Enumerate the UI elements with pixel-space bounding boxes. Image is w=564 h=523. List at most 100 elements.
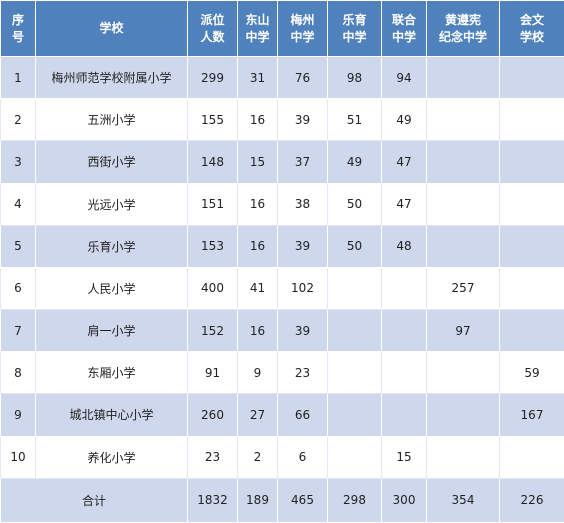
table-row: 3 西街小学 148 15 37 49 47 [0,140,564,184]
count-cell: 76 [277,55,328,100]
header-index: 序号 [0,0,36,57]
header-allocation-count-line: 人数 [200,29,225,44]
count-cell [327,266,382,311]
count-cell: 23 [187,435,238,479]
header-dongshan-middle-line: 东山 [245,12,270,27]
count-cell: 31 [237,55,278,100]
count-cell: 98 [327,55,382,100]
school-name-cell: 西街小学 [35,140,188,184]
count-cell [327,435,382,479]
school-name-cell: 东厢小学 [35,351,188,395]
count-cell [499,98,564,142]
school-name-cell: 养化小学 [35,435,188,479]
count-cell [327,351,382,395]
total-count-cell: 465 [277,477,328,523]
count-cell: 152 [187,309,238,353]
count-cell [499,309,564,353]
total-count-cell: 298 [327,477,382,523]
count-cell [426,98,500,142]
header-meizhou-middle-line: 中学 [290,29,315,44]
total-count-cell: 354 [426,477,500,523]
count-cell: 23 [277,351,328,395]
count-cell [426,435,500,479]
count-cell: 260 [187,393,238,437]
header-dongshan-middle-line: 中学 [245,29,270,44]
count-cell: 59 [499,351,564,395]
count-cell: 16 [237,98,278,142]
count-cell: 39 [277,224,328,268]
table-row: 2 五洲小学 155 16 39 51 49 [0,98,564,142]
header-allocation-count: 派位 人数 [187,0,238,57]
count-cell [426,351,500,395]
count-cell: 299 [187,55,238,100]
count-cell: 38 [277,182,328,226]
count-cell: 51 [327,98,382,142]
header-leyu-middle-line: 中学 [342,29,367,44]
count-cell [499,182,564,226]
count-cell: 2 [237,435,278,479]
count-cell: 16 [237,224,278,268]
row-index-cell: 5 [0,224,36,268]
row-index-cell: 8 [0,351,36,395]
table-row: 7 肩一小学 152 16 39 97 [0,309,564,353]
header-school-line: 学校 [99,21,124,35]
count-cell: 153 [187,224,238,268]
count-cell: 148 [187,140,238,184]
header-school: 学校 [35,0,188,57]
count-cell [327,309,382,353]
total-count-cell: 300 [381,477,427,523]
count-cell [381,309,427,353]
table-row: 9 城北镇中心小学 260 27 66 167 [0,393,564,437]
header-huangzunxian-middle-line: 黄遵宪 [444,12,481,27]
header-huiwen-school-line: 学校 [519,29,544,44]
header-lianhe-middle-line: 联合 [391,12,416,27]
header-meizhou-middle: 梅州 中学 [277,0,328,57]
school-name-cell: 梅州师范学校附属小学 [35,55,188,100]
count-cell: 47 [381,140,427,184]
header-meizhou-middle-line: 梅州 [290,12,315,27]
count-cell [426,182,500,226]
school-name-cell: 城北镇中心小学 [35,393,188,437]
count-cell: 151 [187,182,238,226]
row-index-cell: 9 [0,393,36,437]
table-body: 1 梅州师范学校附属小学 299 31 76 98 94 2 五洲小学 155 16 39 51 49 3 西… [0,55,564,523]
row-index-cell: 7 [0,309,36,353]
row-index-cell: 3 [0,140,36,184]
count-cell: 48 [381,224,427,268]
header-index-line: 号 [11,29,24,44]
count-cell: 16 [237,182,278,226]
header-lianhe-middle-line: 中学 [391,29,416,44]
count-cell: 6 [277,435,328,479]
table-row: 5 乐育小学 153 16 39 50 48 [0,224,564,268]
count-cell: 15 [381,435,427,479]
header-huiwen-school: 会文 学校 [499,0,564,57]
school-name-cell: 光远小学 [35,182,188,226]
count-cell: 102 [277,266,328,311]
count-cell: 9 [237,351,278,395]
total-label-cell: 合计 [0,477,188,523]
count-cell: 41 [237,266,278,311]
count-cell: 37 [277,140,328,184]
count-cell [499,55,564,100]
table-row: 10 养化小学 23 2 6 15 [0,435,564,479]
count-cell [426,55,500,100]
school-name-cell: 五洲小学 [35,98,188,142]
count-cell [381,351,427,395]
count-cell: 39 [277,309,328,353]
count-cell [499,140,564,184]
row-index-cell: 2 [0,98,36,142]
count-cell [499,224,564,268]
count-cell: 15 [237,140,278,184]
header-allocation-count-line: 派位 [200,12,225,27]
header-huiwen-school-line: 会文 [519,12,544,27]
header-lianhe-middle: 联合 中学 [381,0,427,57]
count-cell [499,266,564,311]
table-row: 1 梅州师范学校附属小学 299 31 76 98 94 [0,55,564,100]
header-huangzunxian-middle-line: 纪念中学 [438,29,487,44]
count-cell [426,224,500,268]
count-cell: 47 [381,182,427,226]
count-cell [327,393,382,437]
table-row: 4 光远小学 151 16 38 50 47 [0,182,564,226]
row-index-cell: 4 [0,182,36,226]
